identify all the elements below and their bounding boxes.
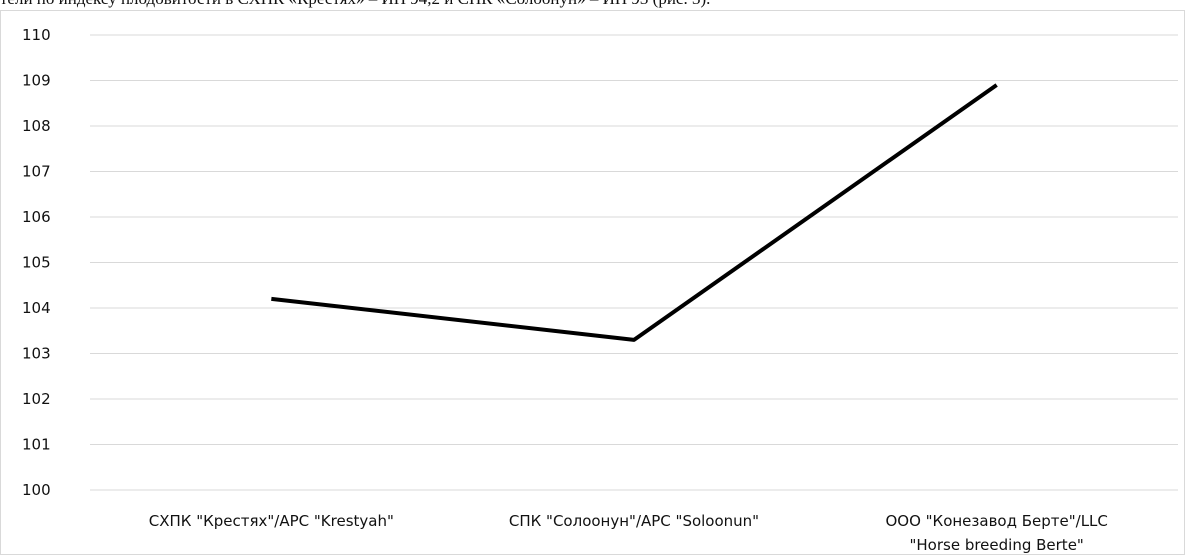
y-axis-ticks: 110 109 108 107 106 105 104 103 102 101 100 (22, 26, 51, 499)
x-category-line: СХПК "Крестях"/APC "Krestyah" (149, 512, 394, 530)
caption-fragment: тели по индексу плодовитости в СХПК «Кре… (0, 0, 1195, 10)
y-tick-label: 107 (22, 163, 51, 181)
y-tick-label: 106 (22, 208, 51, 226)
y-tick-label: 108 (22, 117, 51, 135)
y-tick-label: 110 (22, 26, 51, 44)
y-tick-label: 102 (22, 390, 51, 408)
x-category-line: "Horse breeding Berte" (909, 536, 1083, 554)
x-category-label: СХПК "Крестях"/APC "Krestyah" (149, 512, 394, 530)
y-tick-label: 101 (22, 436, 51, 454)
chart-frame (0, 10, 1185, 555)
y-tick-label: 103 (22, 345, 51, 363)
gridlines (90, 34, 1178, 491)
series-layer (271, 83, 998, 342)
y-tick-label: 104 (22, 299, 51, 317)
series-line (271, 83, 998, 342)
y-tick-label: 100 (22, 481, 51, 499)
x-category-label: ООО "Конезавод Берте"/LLC "Horse breeding… (885, 512, 1107, 554)
x-category-line: ООО "Конезавод Берте"/LLC (885, 512, 1107, 530)
x-category-line: СПК "Солоонун"/APC "Soloonun" (509, 512, 759, 530)
y-tick-label: 109 (22, 72, 51, 90)
x-axis-categories: СХПК "Крестях"/APC "Krestyah" СПК "Солоон… (149, 512, 1108, 554)
x-category-label: СПК "Солоонун"/APC "Soloonun" (509, 512, 759, 530)
y-tick-label: 105 (22, 254, 51, 272)
